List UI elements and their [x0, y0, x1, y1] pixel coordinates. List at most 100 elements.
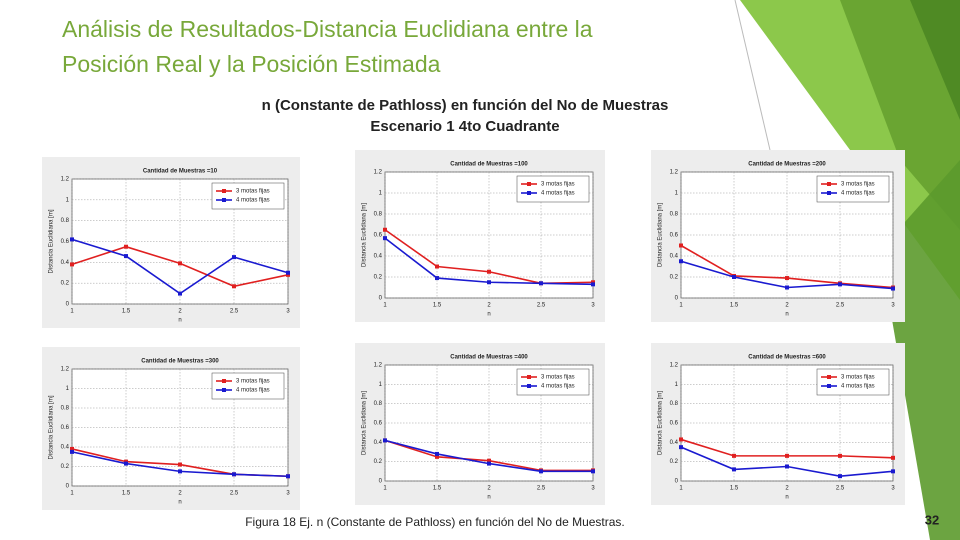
chart-title: Cantidad de Muestras =200: [748, 162, 826, 168]
legend-label: 3 motas fijas: [236, 189, 270, 195]
y-tick-label: 0.8: [670, 212, 679, 218]
data-point: [70, 446, 74, 451]
data-point: [124, 254, 128, 259]
chart: 0 0.2 0.4 0.6 0.8 1 1.2 1 1.5 2 2.5 3 Cantidad de Mu…: [355, 150, 605, 322]
y-tick-label: 1.2: [670, 363, 679, 369]
x-tick-label: 2: [178, 309, 182, 315]
data-point: [178, 261, 182, 266]
legend-swatch: [827, 182, 831, 186]
x-tick-label: 3: [286, 491, 290, 497]
y-axis-label: Distancia Euclidiana [m]: [658, 391, 664, 455]
data-point: [732, 275, 736, 279]
legend-swatch: [222, 198, 226, 202]
legend-swatch: [827, 191, 831, 195]
legend-label: 4 motas fijas: [236, 198, 270, 204]
legend-swatch: [222, 189, 226, 193]
data-point: [286, 272, 290, 277]
legend-box: [816, 175, 890, 203]
legend-swatch: [527, 375, 531, 379]
y-tick-label: 0: [66, 484, 70, 490]
data-point: [70, 262, 74, 267]
chart-title: Cantidad de Muestras =10: [143, 169, 218, 175]
data-point: [838, 282, 842, 287]
caption: Figura 18 Ej. n (Constante de Pathloss) …: [245, 515, 625, 529]
data-point: [785, 276, 789, 281]
data-point: [785, 285, 789, 290]
chart: 0 0.2 0.4 0.6 0.8 1 1.2 1 1.5 2 2.5 3 Cantidad de Mu…: [355, 343, 605, 505]
y-tick-label: 1: [66, 197, 70, 203]
y-tick-label: 0.6: [61, 239, 70, 245]
data-point: [785, 453, 789, 458]
legend-label: 4 motas fijas: [841, 384, 875, 390]
y-tick-label: 0.6: [374, 233, 383, 239]
x-tick-label: 1.5: [730, 486, 739, 492]
decoration: [734, 0, 771, 151]
data-point: [286, 474, 290, 479]
data-point: [838, 453, 842, 458]
y-tick-label: 0.2: [374, 275, 383, 281]
data-point: [838, 474, 842, 479]
data-point: [286, 270, 290, 275]
data-point: [232, 284, 236, 289]
x-axis-label: n: [178, 318, 181, 324]
y-tick-label: 0: [675, 479, 679, 485]
y-tick-label: 0.6: [670, 421, 679, 427]
legend-swatch: [827, 384, 831, 388]
chart-title: Cantidad de Muestras =300: [141, 359, 219, 365]
x-tick-label: 1: [70, 309, 74, 315]
x-tick-label: 2.5: [537, 486, 546, 492]
y-tick-label: 0.6: [61, 425, 70, 431]
y-tick-label: 1.2: [374, 363, 383, 369]
data-point: [178, 469, 182, 474]
x-tick-label: 2: [487, 303, 491, 309]
y-axis-label: Distancia Euclidiana [m]: [49, 395, 55, 459]
y-axis-label: Distancia Euclidiana [m]: [362, 391, 368, 455]
data-point: [591, 280, 595, 285]
data-point: [487, 280, 491, 285]
y-tick-label: 0.4: [61, 445, 70, 451]
y-tick-label: 0.8: [61, 218, 70, 224]
x-tick-label: 3: [591, 486, 595, 492]
x-tick-label: 1: [383, 303, 387, 309]
decoration: [910, 0, 960, 120]
data-point: [679, 243, 683, 248]
x-tick-label: 3: [891, 303, 895, 309]
data-point: [891, 469, 895, 474]
y-tick-label: 0.2: [374, 459, 383, 465]
data-point: [591, 469, 595, 474]
page-number: 32: [925, 512, 939, 527]
chart: 0 0.2 0.4 0.6 0.8 1 1.2 1 1.5 2 2.5 3 Cantidad de Mu…: [42, 347, 300, 510]
y-axis-label: Distancia Euclidiana [m]: [658, 203, 664, 267]
data-point: [785, 464, 789, 469]
x-tick-label: 2.5: [537, 303, 546, 309]
x-tick-label: 2: [178, 491, 182, 497]
decoration: [840, 0, 960, 230]
x-tick-label: 1: [70, 491, 74, 497]
legend-label: 3 motas fijas: [541, 375, 575, 381]
y-axis-label: Distancia Euclidiana [m]: [362, 203, 368, 267]
x-tick-label: 1.5: [122, 309, 131, 315]
x-tick-label: 1: [679, 303, 683, 309]
y-tick-label: 0.4: [670, 440, 679, 446]
x-tick-label: 1.5: [730, 303, 739, 309]
y-tick-label: 1: [379, 382, 383, 388]
data-point: [435, 451, 439, 456]
x-axis-label: n: [785, 312, 788, 318]
x-tick-label: 2.5: [836, 486, 845, 492]
data-point: [178, 291, 182, 296]
slide-title: Análisis de Resultados-Distancia Euclidi…: [62, 16, 593, 42]
chart: 0 0.2 0.4 0.6 0.8 1 1.2 1 1.5 2 2.5 3 Cantidad de Mu…: [42, 157, 300, 328]
x-tick-label: 1.5: [433, 486, 442, 492]
y-tick-label: 1.2: [374, 170, 383, 176]
y-tick-label: 0: [379, 479, 383, 485]
legend-box: [516, 368, 590, 396]
legend-swatch: [527, 191, 531, 195]
x-tick-label: 1: [383, 486, 387, 492]
legend-label: 3 motas fijas: [236, 379, 270, 385]
data-point: [539, 469, 543, 474]
y-tick-label: 0.8: [374, 401, 383, 407]
x-tick-label: 2.5: [230, 309, 239, 315]
y-tick-label: 0: [675, 296, 679, 302]
y-tick-label: 1.2: [61, 367, 70, 373]
legend-swatch: [222, 388, 226, 392]
